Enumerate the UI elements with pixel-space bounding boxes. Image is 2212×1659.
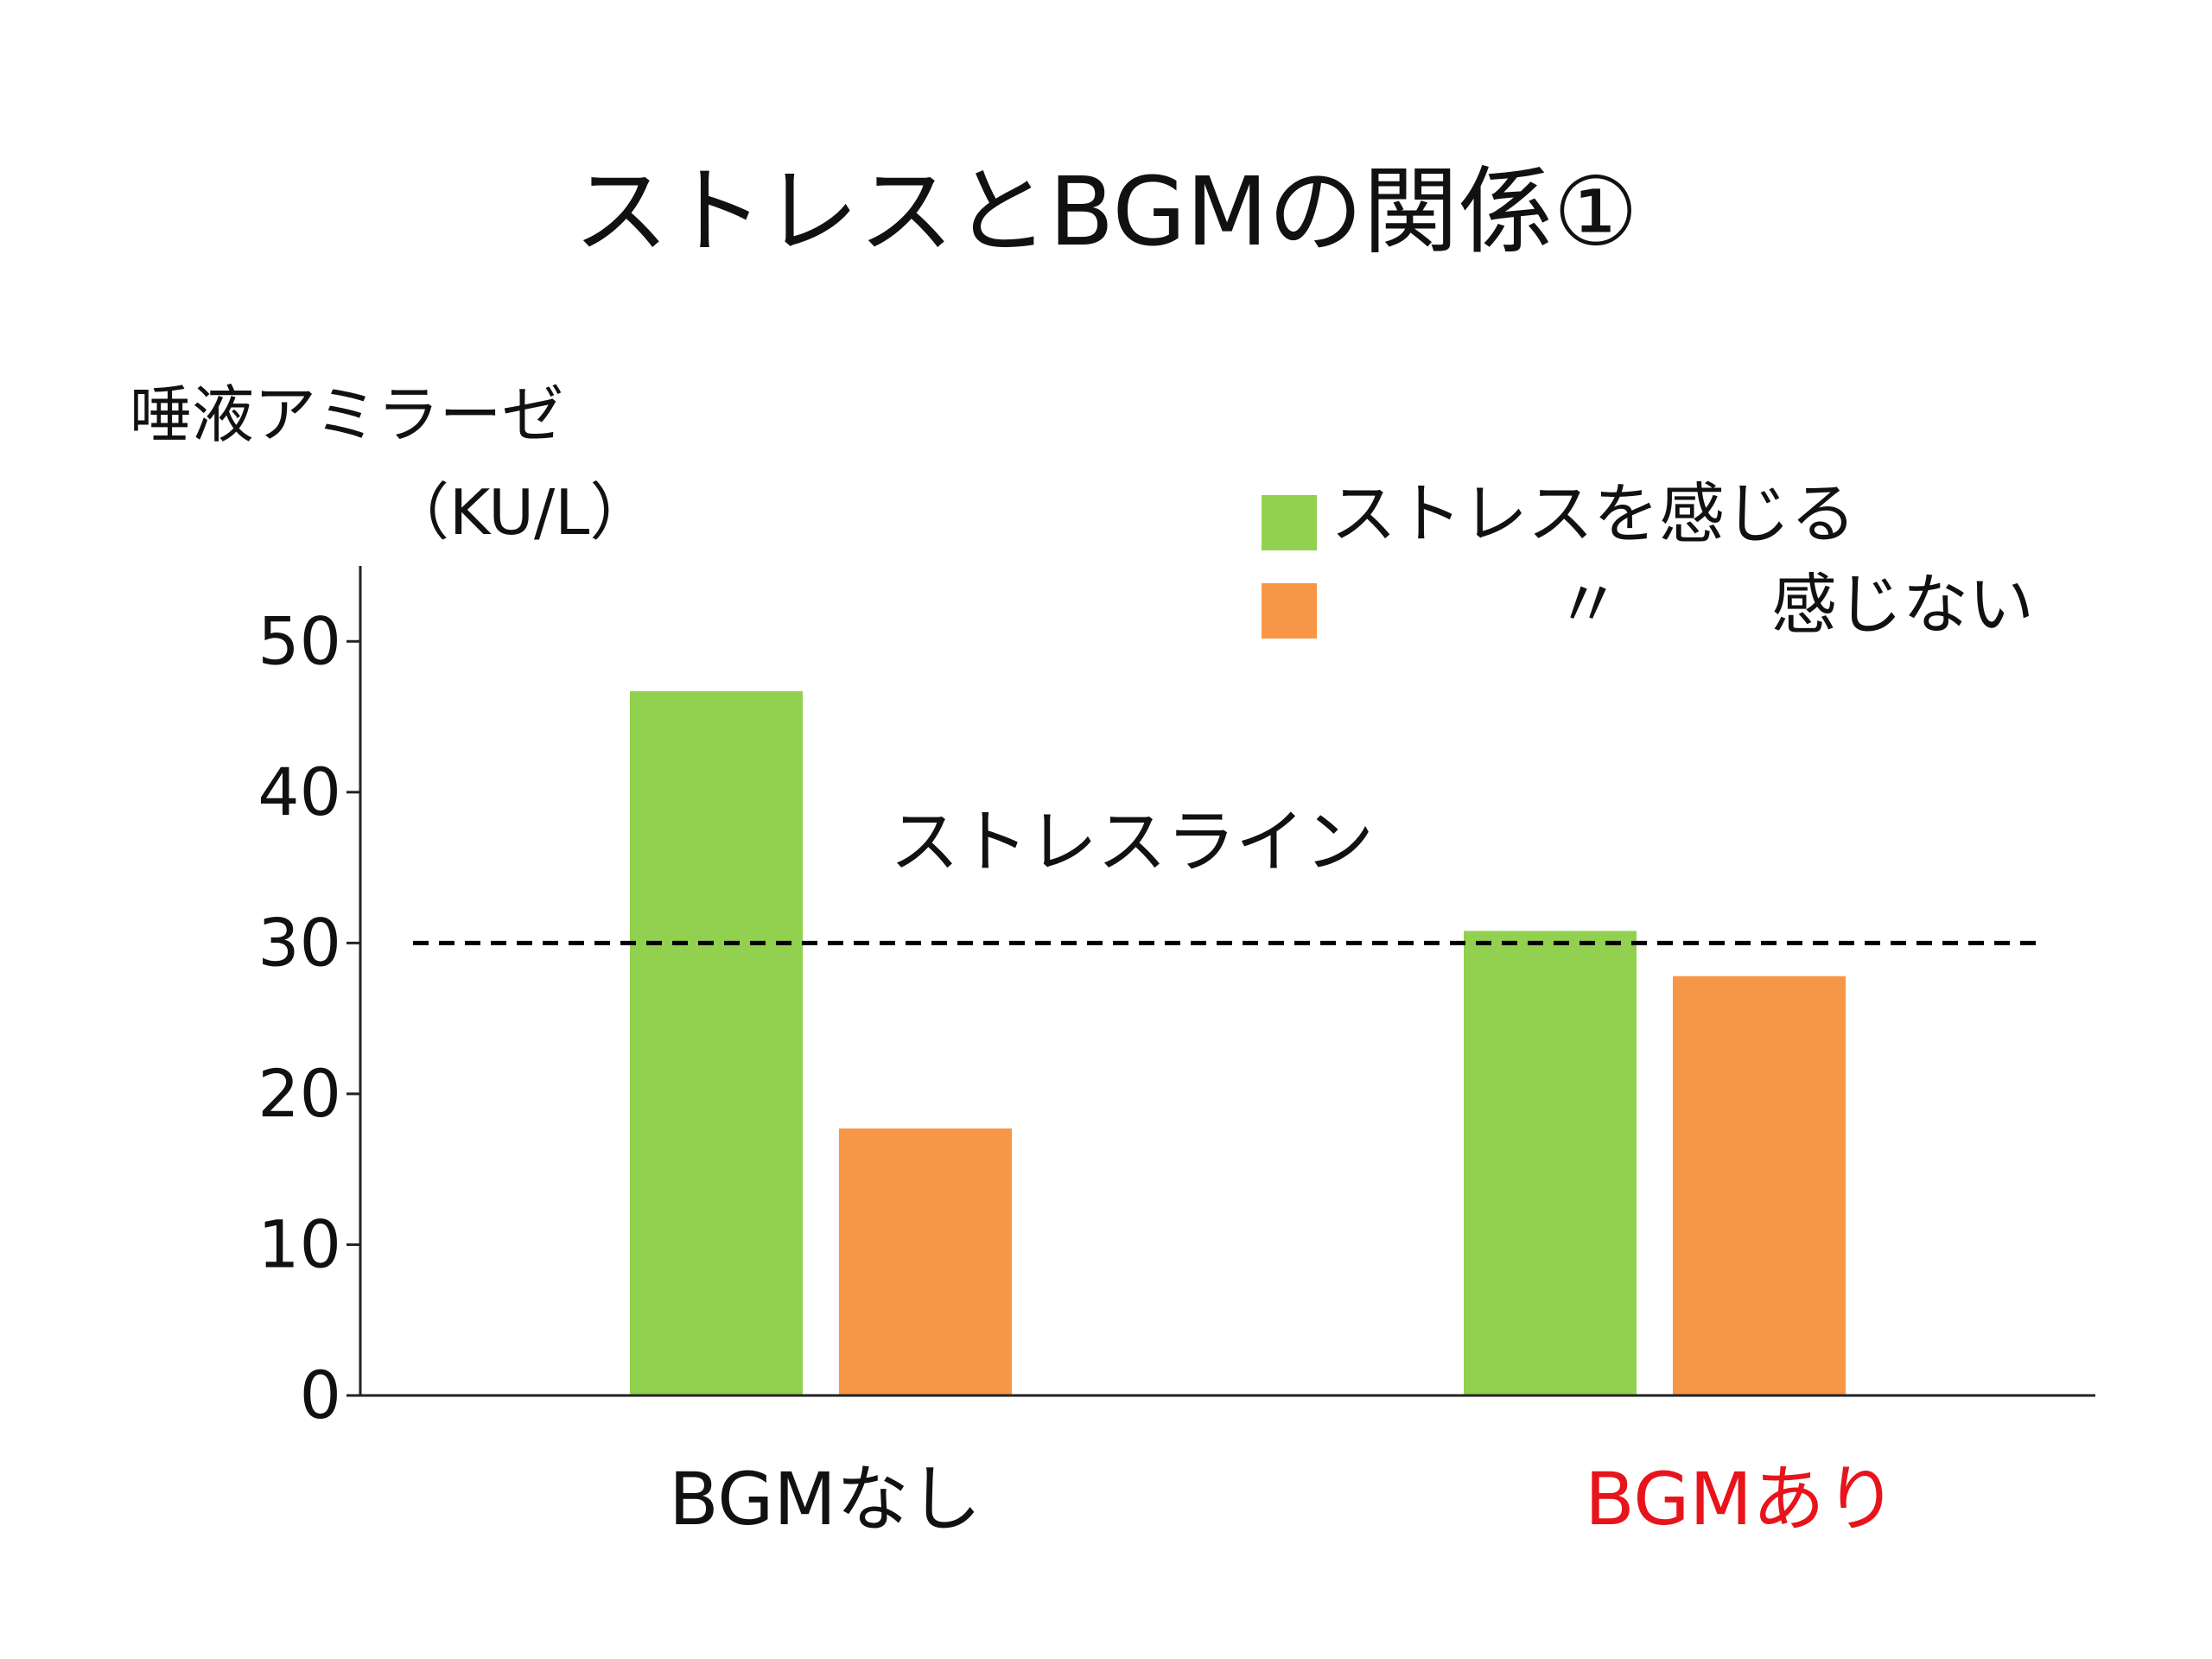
bar-stressed-with-bgm: [1464, 931, 1637, 1395]
y-tick-label-10: 10: [257, 1205, 341, 1282]
stress-line-label: ストレスライン: [890, 802, 1374, 882]
y-tick-label-30: 30: [257, 904, 341, 981]
slide-title: ストレスとBGMの関係①: [573, 156, 1639, 267]
y-tick-label-0: 0: [300, 1357, 341, 1433]
legend-ditto-mark: 〃: [1555, 566, 1621, 643]
bar-not-stressed-no-bgm: [839, 1128, 1012, 1395]
category-label-no-bgm: BGMなし: [669, 1457, 982, 1541]
legend-swatch-not-stressed: [1262, 583, 1317, 639]
legend-label-stressed: ストレスを感じる: [1331, 475, 1856, 552]
y-tick-label-20: 20: [257, 1055, 341, 1132]
y-tick-label-40: 40: [257, 753, 341, 830]
bar-not-stressed-with-bgm: [1673, 976, 1846, 1395]
legend-swatch-stressed: [1262, 495, 1317, 550]
y-tick-label-50: 50: [257, 602, 341, 679]
category-label-with-bgm: BGMあり: [1585, 1457, 1897, 1541]
bar-stressed-no-bgm: [630, 690, 803, 1395]
y-axis-unit-label: （KU/L）: [387, 476, 652, 549]
legend-label-not-stressed: 感じない: [1771, 566, 2034, 643]
y-axis-label: 唾液アミラーゼ: [130, 378, 564, 451]
